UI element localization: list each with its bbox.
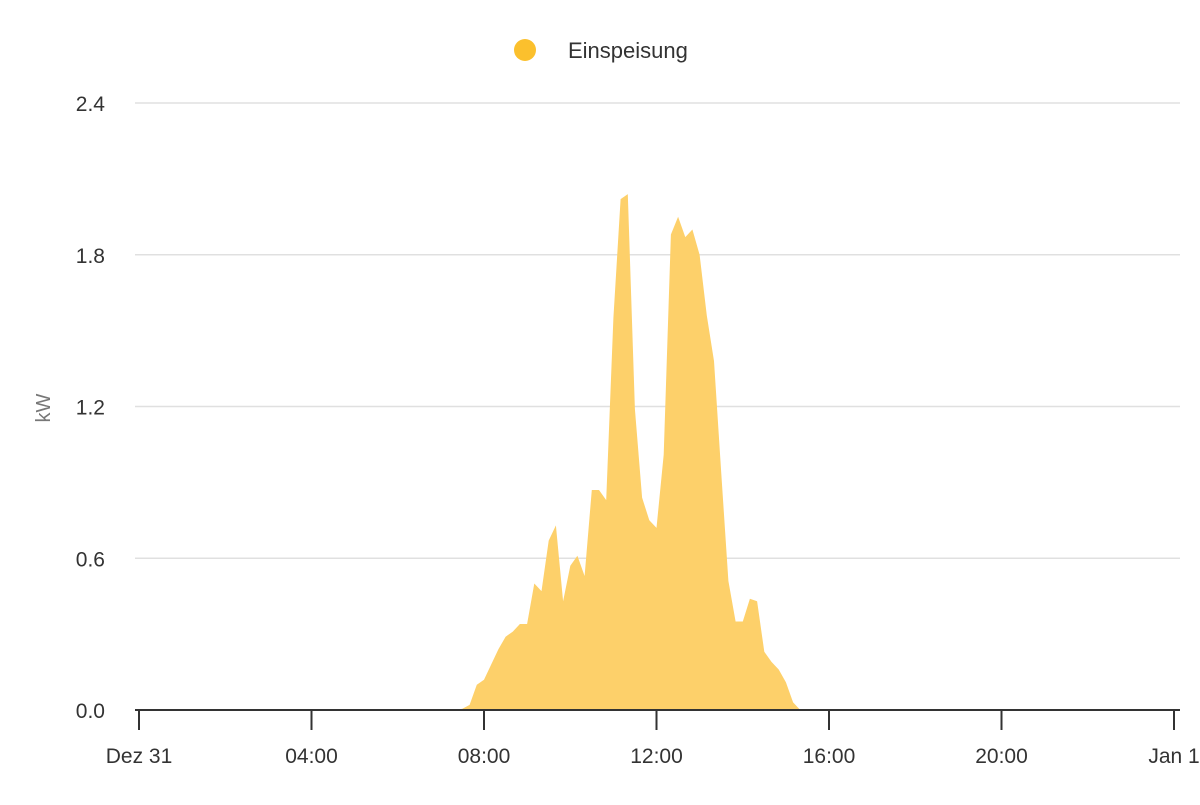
legend-label-einspeisung[interactable]: Einspeisung xyxy=(568,38,688,63)
x-tick-label: 12:00 xyxy=(630,745,683,768)
x-tick-label: Dez 31 xyxy=(106,745,173,768)
area-einspeisung xyxy=(139,194,1174,711)
legend[interactable]: Einspeisung xyxy=(514,38,688,63)
x-tick-label: 04:00 xyxy=(285,745,338,768)
x-tick-label: Jan 1 xyxy=(1148,745,1199,768)
x-tick-label: 20:00 xyxy=(975,745,1028,768)
y-tick-label: 1.2 xyxy=(76,397,105,420)
y-tick-label: 0.0 xyxy=(76,700,105,723)
axes: 0.0 0.6 1.2 1.8 2.4 Dez 31 04:00 08:00 12:00 16:0… xyxy=(76,93,1200,768)
y-tick-label: 0.6 xyxy=(76,548,105,571)
y-axis-label: kW xyxy=(33,393,55,422)
x-tick-label: 16:00 xyxy=(803,745,856,768)
y-tick-label: 2.4 xyxy=(76,93,106,116)
y-tick-label: 1.8 xyxy=(76,245,105,268)
grid-lines xyxy=(135,102,1180,560)
series-area xyxy=(139,194,1174,711)
x-tick-label: 08:00 xyxy=(458,745,511,768)
legend-marker-einspeisung xyxy=(514,39,536,61)
